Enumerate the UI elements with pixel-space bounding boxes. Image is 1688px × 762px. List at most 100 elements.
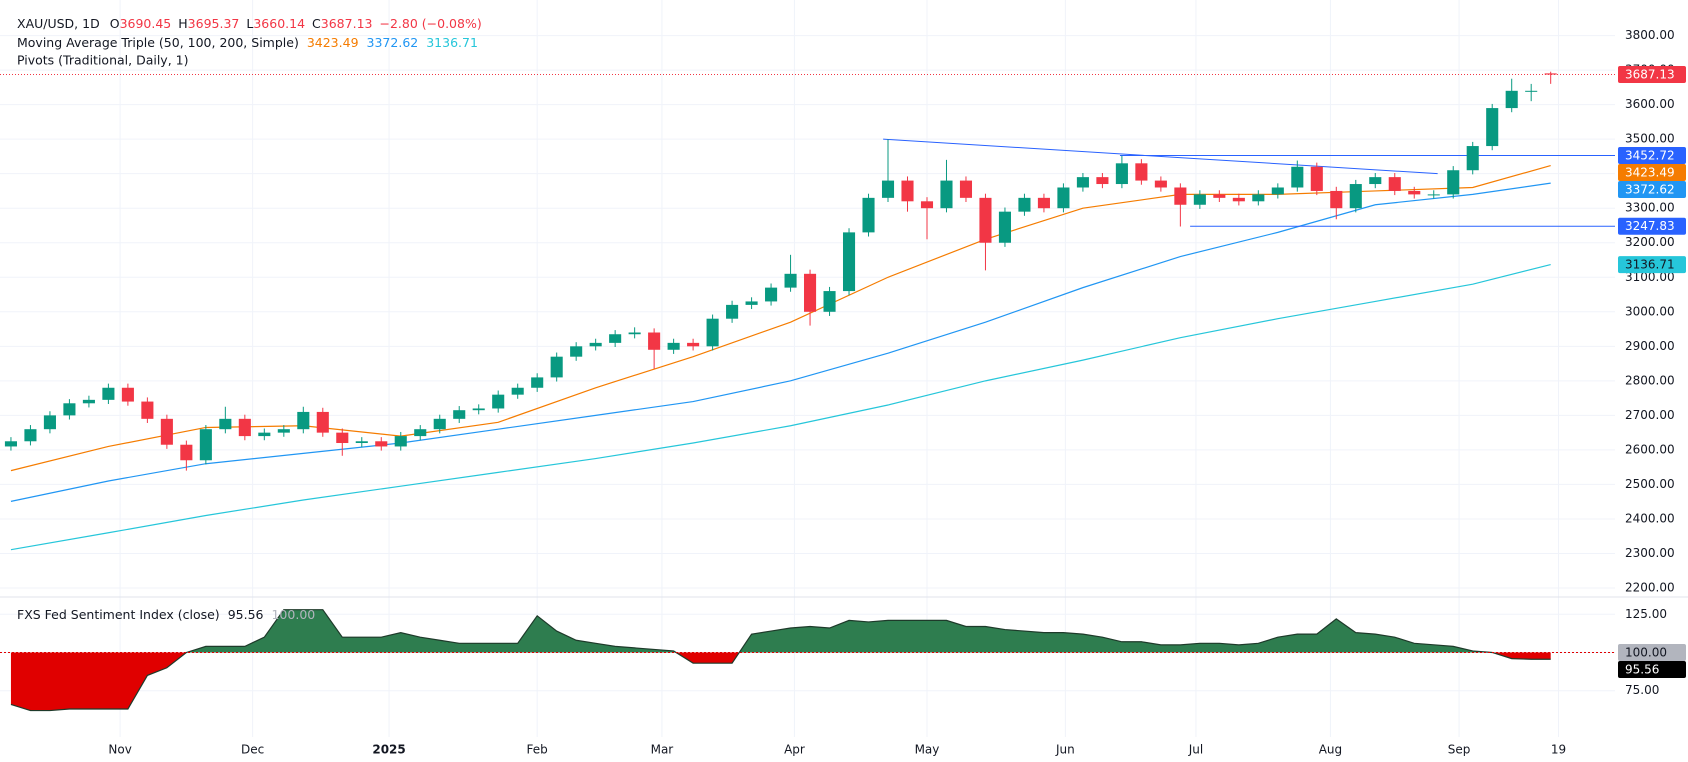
candle-body bbox=[1115, 163, 1128, 185]
price-badge bbox=[1618, 163, 1686, 181]
candle-body bbox=[316, 411, 329, 433]
candle-body bbox=[628, 332, 641, 335]
candle-body bbox=[121, 387, 134, 402]
x-tick-label: May bbox=[915, 743, 940, 757]
candle-body bbox=[82, 399, 95, 404]
candle-body bbox=[1076, 177, 1089, 188]
x-tick-label: Sep bbox=[1448, 743, 1471, 757]
legend-value: −2.80 (−0.08%) bbox=[379, 16, 481, 31]
candle-body bbox=[433, 418, 446, 430]
candle-body bbox=[199, 429, 212, 461]
y-tick-label: 125.00 bbox=[1625, 607, 1667, 621]
candle-body bbox=[959, 180, 973, 198]
candle-body bbox=[920, 201, 934, 209]
candle-body bbox=[667, 342, 680, 350]
legend-value: H bbox=[178, 16, 187, 31]
legend-value: O bbox=[110, 16, 120, 31]
price-badge bbox=[1618, 217, 1686, 235]
price-badge bbox=[1618, 180, 1686, 198]
candle-body bbox=[219, 418, 232, 430]
candle-body bbox=[102, 387, 115, 400]
y-tick-label: 3800.00 bbox=[1625, 28, 1675, 42]
y-tick-label: 3300.00 bbox=[1625, 201, 1675, 215]
candle-body bbox=[414, 429, 427, 437]
candle-body bbox=[453, 410, 466, 419]
candle-body bbox=[277, 429, 290, 433]
price-badge-label: 3136.71 bbox=[1625, 258, 1675, 272]
legend-value: Moving Average Triple (50, 100, 200, Sim… bbox=[17, 35, 299, 50]
candle-body bbox=[648, 332, 661, 350]
x-tick-label: Aug bbox=[1319, 743, 1342, 757]
candle-body bbox=[804, 273, 817, 312]
candle-body bbox=[336, 432, 349, 444]
moving-average-line bbox=[10, 182, 1551, 502]
x-tick-label: Nov bbox=[108, 743, 131, 757]
candle-body bbox=[1057, 187, 1070, 209]
price-badge-label: 3423.49 bbox=[1625, 165, 1675, 179]
legend-value: 3136.71 bbox=[426, 35, 478, 50]
candle-body bbox=[550, 356, 563, 378]
sentiment-area-above bbox=[10, 609, 1551, 653]
x-tick-label: Apr bbox=[784, 743, 805, 757]
candle-body bbox=[531, 377, 544, 388]
candle-body bbox=[1193, 194, 1206, 205]
legend-pivots: Pivots (Traditional, Daily, 1) bbox=[17, 53, 188, 68]
legend-value: 95.56 bbox=[228, 607, 264, 622]
candle-body bbox=[1388, 177, 1401, 191]
candle-body bbox=[472, 408, 485, 411]
candle-body bbox=[1135, 163, 1148, 181]
candle-body bbox=[1174, 187, 1187, 205]
x-tick-label: Mar bbox=[651, 743, 674, 757]
x-tick-label: 2025 bbox=[372, 743, 405, 757]
legend-sentiment: FXS Fed Sentiment Index (close) 95.56 100.… bbox=[17, 607, 315, 622]
price-badge bbox=[1618, 643, 1686, 661]
candle-body bbox=[1330, 190, 1343, 209]
candle-body bbox=[901, 180, 914, 202]
candle-body bbox=[823, 291, 836, 312]
y-tick-label: 2400.00 bbox=[1625, 511, 1675, 525]
y-tick-label: 2900.00 bbox=[1625, 339, 1675, 353]
price-badge bbox=[1618, 660, 1686, 678]
y-tick-label: 2300.00 bbox=[1625, 546, 1675, 560]
candle-body bbox=[784, 273, 797, 288]
candle-body bbox=[842, 232, 856, 292]
candle-body bbox=[765, 287, 778, 302]
legend-value: 3695.37 bbox=[188, 16, 240, 31]
candle-body bbox=[1486, 108, 1499, 147]
y-tick-label: 2500.00 bbox=[1625, 477, 1675, 491]
legend-value: XAU/USD, 1D bbox=[17, 16, 100, 31]
y-tick-label: 3200.00 bbox=[1625, 235, 1675, 249]
legend-value: 3687.13 bbox=[321, 16, 373, 31]
price-badge-label: 3372.62 bbox=[1625, 182, 1675, 196]
candle-body bbox=[589, 342, 602, 347]
legend-value: 3423.49 bbox=[307, 35, 359, 50]
trend-line bbox=[883, 138, 1438, 175]
price-badge bbox=[1618, 256, 1686, 274]
y-tick-label: 2600.00 bbox=[1625, 442, 1675, 456]
price-badge bbox=[1618, 66, 1686, 84]
candle-body bbox=[63, 403, 76, 416]
legend-value: 3690.45 bbox=[120, 16, 172, 31]
legend-value: 3660.14 bbox=[253, 16, 305, 31]
y-tick-label: 2700.00 bbox=[1625, 408, 1675, 422]
candle-body bbox=[24, 429, 37, 442]
candle-body bbox=[1544, 73, 1557, 75]
candle-body bbox=[1232, 197, 1245, 202]
x-tick-label: 19 bbox=[1551, 743, 1566, 757]
candle-body bbox=[940, 180, 953, 209]
candle-body bbox=[1037, 197, 1050, 209]
candle-body bbox=[297, 411, 310, 430]
x-tick-label: Feb bbox=[527, 743, 548, 757]
candle-body bbox=[1096, 177, 1109, 185]
candle-body bbox=[1213, 194, 1226, 198]
candle-body bbox=[1369, 177, 1382, 185]
candle-body bbox=[998, 211, 1011, 243]
candle-body bbox=[570, 346, 583, 357]
candle-body bbox=[1525, 90, 1538, 92]
candle-body bbox=[1310, 166, 1323, 191]
candle-body bbox=[1291, 166, 1304, 188]
candle-body bbox=[511, 387, 524, 395]
candle-body bbox=[1018, 197, 1031, 212]
candle-body bbox=[375, 441, 388, 447]
candle-body bbox=[687, 342, 700, 347]
